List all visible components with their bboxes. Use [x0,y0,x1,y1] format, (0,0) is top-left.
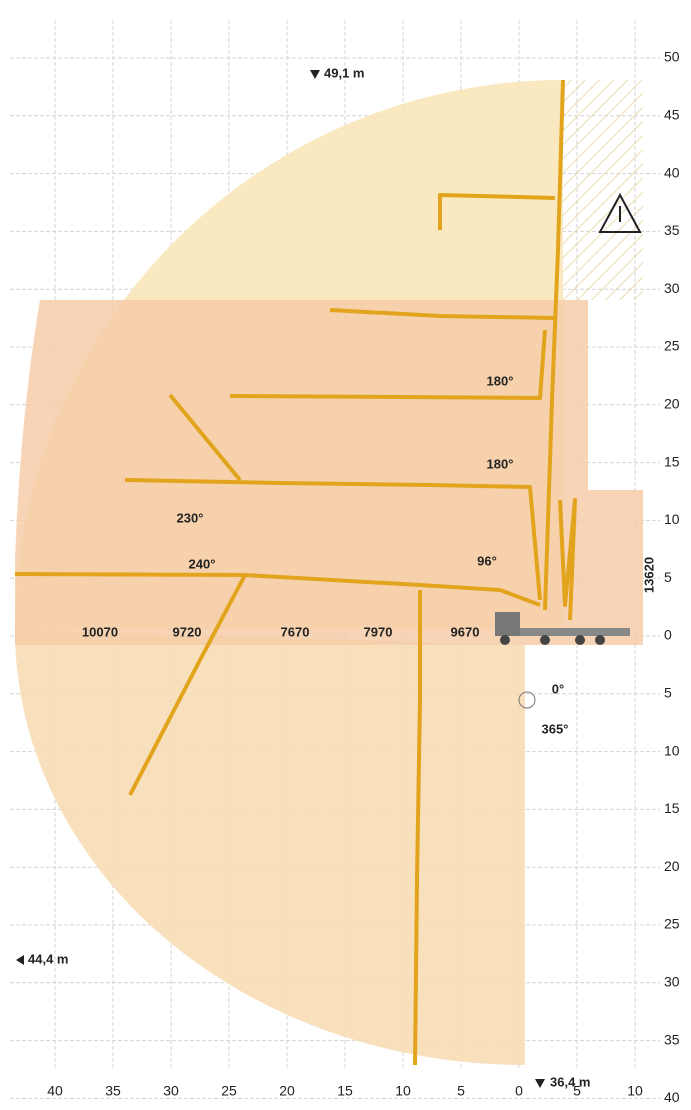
x-axis-label: 10 [395,1083,411,1099]
y-axis-label: 35 [664,1031,680,1047]
y-axis-label: 10 [664,742,680,758]
y-axis-label: 5 [664,685,672,701]
section-length: 7670 [281,624,310,639]
x-axis-label: 25 [221,1083,237,1099]
rotation-marker [518,691,536,709]
height-marker [310,70,320,79]
y-axis-label: 10 [664,511,680,527]
y-axis-label: 30 [664,974,680,990]
y-axis-label: 40 [664,1089,680,1105]
y-axis-label: 25 [664,338,680,354]
x-axis-label: 20 [279,1083,295,1099]
x-axis-label: 15 [337,1083,353,1099]
x-axis-label: 10 [627,1083,643,1099]
y-axis-label: 40 [664,164,680,180]
angle-label: 180° [487,373,514,388]
section-length: 10070 [82,624,118,639]
y-axis-label: 20 [664,858,680,874]
y-axis-label: 50 [664,49,680,65]
section-length: 7970 [364,624,393,639]
horizontal-label: 44,4 m [28,951,68,966]
x-axis-label: 0 [515,1083,523,1099]
horizontal-marker [16,955,24,965]
x-axis-label: 5 [457,1083,465,1099]
height-label: 49,1 m [324,65,364,80]
depth-label: 36,4 m [550,1074,590,1089]
y-axis-label: 15 [664,800,680,816]
x-axis-label: 40 [47,1083,63,1099]
y-axis-label: 35 [664,222,680,238]
section-length: 9720 [173,624,202,639]
angle-label: 240° [189,556,216,571]
y-axis-label: 25 [664,916,680,932]
y-axis-label: 0 [664,627,672,643]
hatched-zone [563,80,643,300]
truck [495,612,630,645]
angle-label: 365° [542,721,569,736]
y-axis-label: 5 [664,569,672,585]
section-length: 9670 [451,624,480,639]
y-axis-label: 45 [664,107,680,123]
lower-envelope [15,630,525,1065]
x-axis-label: 30 [163,1083,179,1099]
warning-sign [598,192,642,233]
working-zone [15,300,643,645]
angle-label: 96° [477,553,497,568]
y-axis-label: 30 [664,280,680,296]
angle-label: 230° [177,510,204,525]
depth-marker [535,1079,545,1088]
y-axis-label: 15 [664,453,680,469]
angle-label: 0° [552,681,564,696]
support-width: 13620 [641,557,656,593]
angle-label: 180° [487,456,514,471]
x-axis-label: 35 [105,1083,121,1099]
x-axis-label: 5 [573,1083,581,1099]
booms [14,79,577,1066]
y-axis-label: 20 [664,396,680,412]
